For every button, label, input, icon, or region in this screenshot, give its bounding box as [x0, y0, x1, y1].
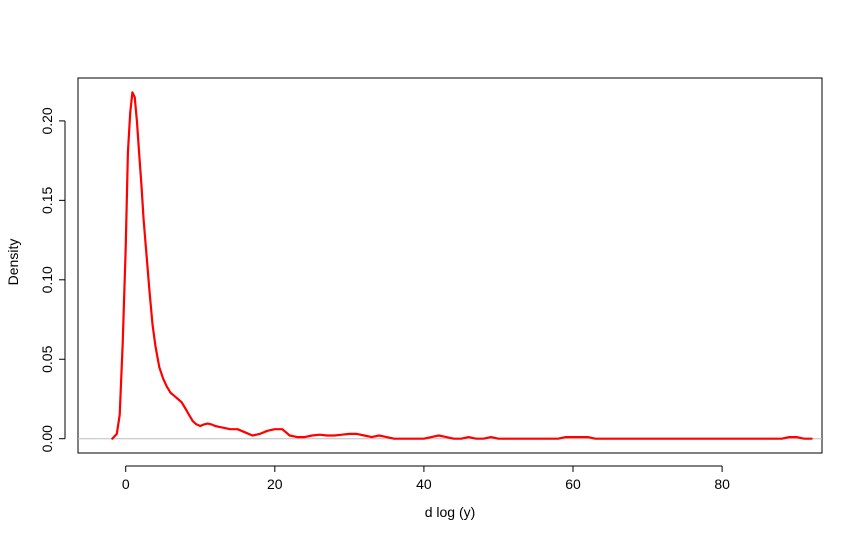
y-tick-label: 0.10: [39, 266, 55, 293]
x-tick-label: 0: [122, 476, 130, 492]
plot-box: [77, 77, 823, 454]
y-tick-label: 0.20: [39, 107, 55, 134]
y-tick-label: 0.15: [39, 187, 55, 214]
x-axis: 0 20 40 60 80: [122, 465, 730, 492]
density-line: [111, 91, 813, 440]
y-tick-label: 0.00: [39, 425, 55, 452]
x-tick-label: 40: [416, 476, 432, 492]
x-tick-label: 20: [267, 476, 283, 492]
y-axis: 0.00 0.05 0.10 0.15 0.20: [39, 107, 66, 452]
y-axis-title: Density: [5, 239, 21, 286]
x-tick-label: 60: [565, 476, 581, 492]
y-tick-label: 0.05: [39, 345, 55, 372]
x-axis-title: d log (y): [425, 504, 476, 520]
x-tick-label: 80: [714, 476, 730, 492]
